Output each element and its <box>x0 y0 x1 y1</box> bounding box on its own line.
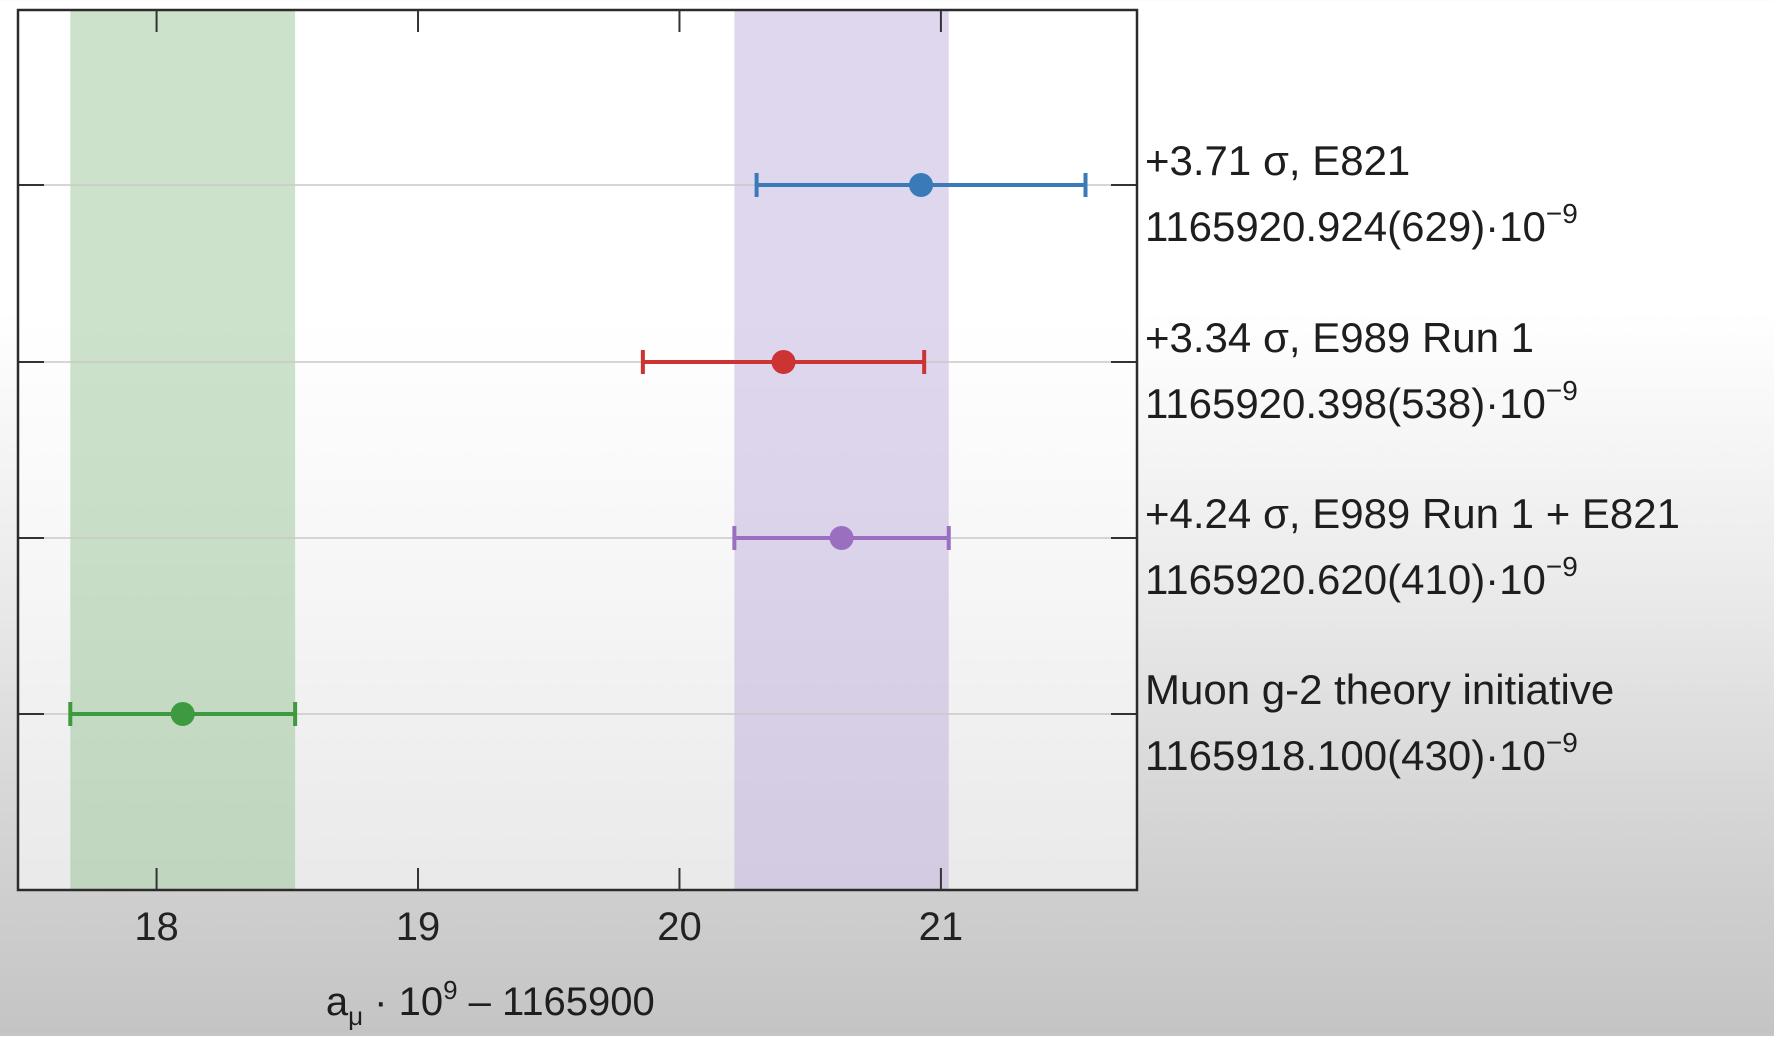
xlabel-middle: · 10 <box>363 980 443 1024</box>
data-point <box>771 350 796 374</box>
data-point <box>909 173 934 197</box>
axes: 18 19 20 21 <box>16 8 1139 949</box>
series-value-exponent: −9 <box>1546 551 1578 582</box>
x-axis-label-text: aμ · 109 – 1165900 <box>326 975 655 1031</box>
theory-band <box>70 10 296 890</box>
xlabel-superscript: 9 <box>443 975 457 1005</box>
series-labels: +3.71 σ, E821 1165920.924(629)·10−9 +3.34 … <box>1145 137 1680 779</box>
experiment-band <box>734 10 949 890</box>
series-value: 1165920.398(538)·10−9 <box>1145 375 1578 427</box>
series-label: +4.24 σ, E989 Run 1 + E821 <box>1145 490 1680 537</box>
series-label: Muon g-2 theory initiative <box>1145 666 1614 713</box>
series-value: 1165920.620(410)·10−9 <box>1145 551 1578 603</box>
series-label: +3.71 σ, E821 <box>1145 137 1410 184</box>
series-label: +3.34 σ, E989 Run 1 <box>1145 314 1534 361</box>
x-tick-label: 20 <box>657 905 702 949</box>
plot-background <box>18 10 1137 890</box>
xlabel-tail: – 1165900 <box>458 980 655 1024</box>
data-point <box>829 526 854 550</box>
shaded-bands <box>18 10 1137 890</box>
x-tick-label: 21 <box>919 905 964 949</box>
series-value: 1165920.924(629)·10−9 <box>1145 198 1578 250</box>
data-point <box>170 702 195 726</box>
x-tick-label: 18 <box>134 905 179 949</box>
x-axis-label: aμ · 109 – 1165900 <box>326 975 655 1031</box>
series-value-exponent: −9 <box>1546 375 1578 406</box>
plot-frame <box>16 8 1139 892</box>
x-tick-label: 19 <box>396 905 441 949</box>
data-points <box>68 173 1088 726</box>
series-value-exponent: −9 <box>1546 727 1578 758</box>
xlabel-base: a <box>326 980 349 1024</box>
series-value-exponent: −9 <box>1546 198 1578 229</box>
xlabel-subscript: μ <box>348 1001 363 1031</box>
series-value: 1165918.100(430)·10−9 <box>1145 727 1578 779</box>
